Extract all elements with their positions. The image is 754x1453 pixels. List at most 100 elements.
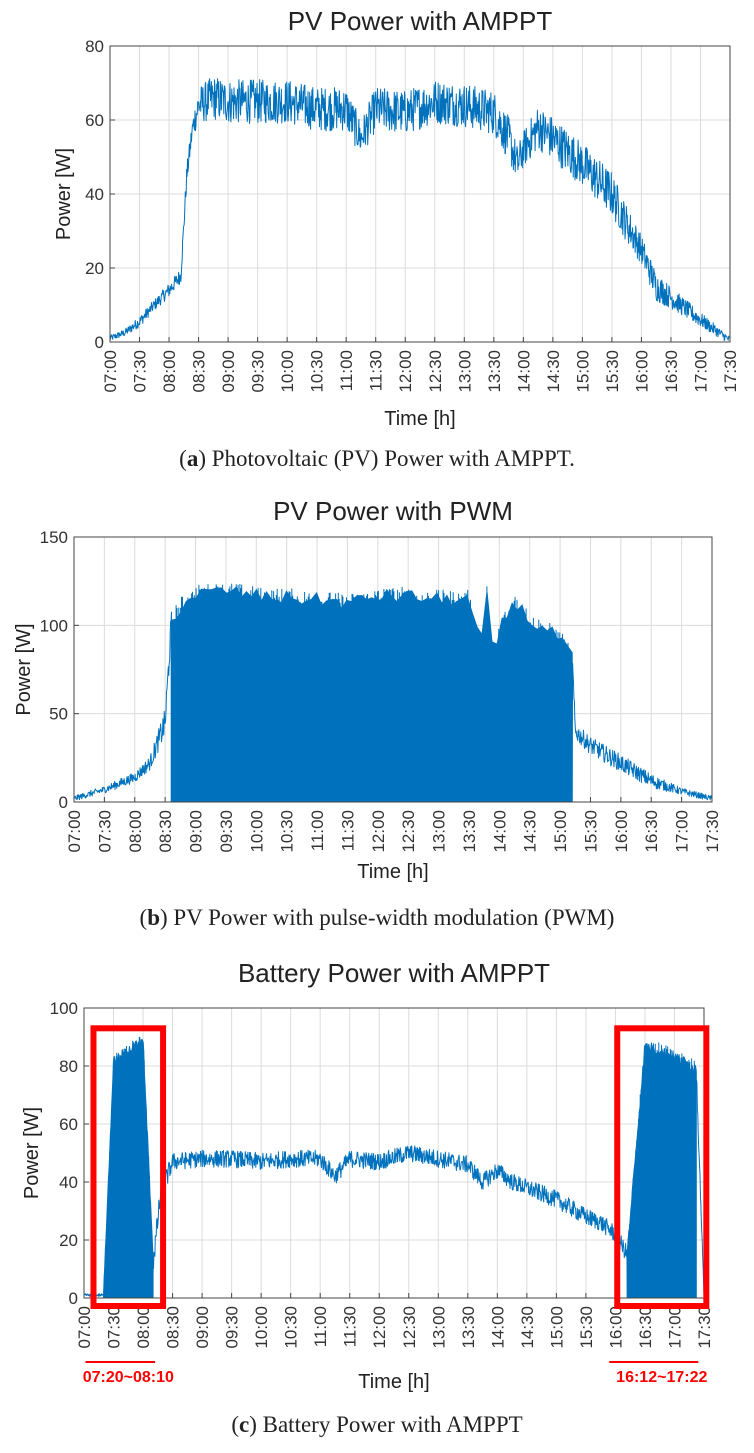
x-tick-label: 11:30: [367, 350, 386, 391]
x-tick-label: 08:30: [156, 810, 175, 853]
y-tick-label: 40: [59, 1173, 78, 1192]
x-tick-label: 07:30: [105, 1306, 124, 1349]
x-tick-label: 15:00: [573, 350, 592, 393]
y-tick-label: 100: [40, 616, 68, 635]
y-tick-label: 0: [95, 333, 104, 352]
x-axis-label-text: Time: [384, 408, 433, 430]
x-tick-label: 17:30: [695, 1306, 714, 1349]
x-tick-label: 11:00: [308, 810, 327, 851]
caption-b: (b) PV Power with pulse-width modulation…: [139, 905, 615, 930]
x-tick-label: 11:30: [341, 1306, 360, 1347]
x-tick-label: 12:30: [400, 1306, 419, 1349]
chart-pv-power-pwm: PV Power with PWM 07:00 07:30 08:00 08:30 09:…: [13, 496, 722, 883]
x-tick-label: 10:30: [282, 1306, 301, 1349]
x-tick-label: 09:30: [249, 350, 268, 393]
caption-a: (a) Photovoltaic (PV) Power with AMPPT.: [179, 446, 575, 471]
x-tick-label: 15:30: [577, 1306, 596, 1349]
x-axis-label: Time [h]: [358, 1371, 430, 1393]
x-tick-label: 10:00: [252, 1306, 271, 1349]
x-tick-label: 09:00: [187, 810, 206, 853]
y-tick-label: 20: [59, 1231, 78, 1250]
x-tick-label: 16:00: [612, 810, 631, 853]
x-tick-label: 10:00: [247, 810, 266, 853]
x-tick-label: 08:00: [134, 1306, 153, 1349]
x-tick-label: 07:00: [75, 1306, 94, 1349]
pwm-dense-band: [103, 1036, 154, 1299]
annotation-label: 16:12~17:22: [616, 1369, 707, 1386]
annotation-label: 07:20~08:10: [83, 1369, 174, 1386]
y-tick-label: 50: [49, 705, 68, 724]
y-tick-label: 80: [85, 37, 104, 56]
x-tick-label: 12:30: [426, 350, 445, 393]
y-tick-label: 80: [59, 1057, 78, 1076]
x-tick-label: 13:00: [455, 350, 474, 393]
y-tick-label: 60: [85, 111, 104, 130]
x-tick-label: 15:00: [551, 810, 570, 853]
x-tick-label: 11:00: [337, 350, 356, 391]
x-tick-label: 12:00: [370, 1306, 389, 1349]
x-axis-label-text: Time: [358, 1371, 407, 1393]
x-tick-label: 17:00: [673, 810, 692, 853]
x-tick-label: 10:00: [278, 350, 297, 393]
x-tick-label: 17:00: [665, 1306, 684, 1349]
x-tick-label: 11:30: [338, 810, 357, 851]
x-tick-label: 14:30: [521, 810, 540, 853]
chart-title: PV Power with AMPPT: [288, 6, 553, 36]
x-tick-label: 17:30: [721, 350, 740, 393]
y-tick-label: 100: [50, 999, 78, 1018]
y-tick-label: 0: [59, 793, 68, 812]
x-tick-label: 14:00: [490, 810, 509, 853]
x-tick-label: 09:00: [219, 350, 238, 393]
pwm-dense-band: [170, 586, 573, 803]
x-axis-label-unit: [h]: [434, 408, 456, 430]
x-tick-label: 13:30: [460, 810, 479, 853]
x-tick-label: 13:30: [459, 1306, 478, 1349]
highlight-box: [90, 1025, 167, 1310]
x-tick-label: 17:30: [703, 810, 722, 853]
x-tick-label: 14:30: [518, 1306, 537, 1349]
y-tick-label: 40: [85, 185, 104, 204]
x-tick-label: 07:30: [131, 350, 150, 393]
series-line-pv-power: [109, 78, 731, 341]
x-tick-label: 15:30: [603, 350, 622, 393]
plot-frame: [73, 536, 713, 803]
x-tick-label: 08:00: [126, 810, 145, 853]
x-tick-label: 09:00: [193, 1306, 212, 1349]
plot-frame: [83, 1007, 705, 1299]
y-axis-label: Power [W]: [21, 1107, 43, 1199]
x-tick-label: 11:00: [311, 1306, 330, 1347]
x-tick-label: 09:30: [223, 1306, 242, 1349]
x-tick-label: 08:30: [190, 350, 209, 393]
x-tick-label: 16:00: [632, 350, 651, 393]
chart-panel-a: PV Power with AMPPT 07:00 07:30 08:00 08:30 0…: [0, 0, 754, 480]
x-tick-label: 08:00: [160, 350, 179, 393]
x-tick-label: 10:30: [278, 810, 297, 853]
chart-title: Battery Power with AMPPT: [238, 958, 550, 988]
x-tick-label: 13:30: [485, 350, 504, 393]
chart-panel-b: PV Power with PWM 07:00 07:30 08:00 08:30 09:…: [0, 488, 754, 908]
x-tick-label: 09:30: [217, 810, 236, 853]
chart-panel-c: Battery Power with AMPPT 07:00 07:30 08:00 0…: [0, 948, 754, 1408]
highlight-box: [614, 1025, 710, 1310]
chart-pv-power-amppt: PV Power with AMPPT 07:00 07:30 08:00 08:30 0…: [53, 6, 740, 430]
series-line-battery-power: [83, 1037, 705, 1299]
y-tick-label: 60: [59, 1115, 78, 1134]
x-tick-label: 14:30: [544, 350, 563, 393]
y-axis-label: Power [W]: [53, 148, 75, 240]
x-axis-label-unit: [h]: [407, 861, 429, 883]
pwm-dense-band: [626, 1042, 697, 1299]
plot-frame: [109, 45, 731, 343]
x-tick-label: 15:00: [547, 1306, 566, 1349]
x-tick-label: 14:00: [514, 350, 533, 393]
y-tick-label: 150: [40, 528, 68, 547]
y-axis-label: Power [W]: [13, 623, 35, 715]
x-tick-label: 16:30: [642, 810, 661, 853]
x-tick-label: 12:00: [396, 350, 415, 393]
x-tick-label: 07:00: [65, 810, 84, 853]
y-tick-label: 20: [85, 259, 104, 278]
x-tick-label: 12:00: [369, 810, 388, 853]
x-axis-label-unit: [h]: [408, 1371, 430, 1393]
x-tick-label: 07:30: [95, 810, 114, 853]
x-tick-label: 13:00: [429, 1306, 448, 1349]
x-tick-label: 17:00: [691, 350, 710, 393]
